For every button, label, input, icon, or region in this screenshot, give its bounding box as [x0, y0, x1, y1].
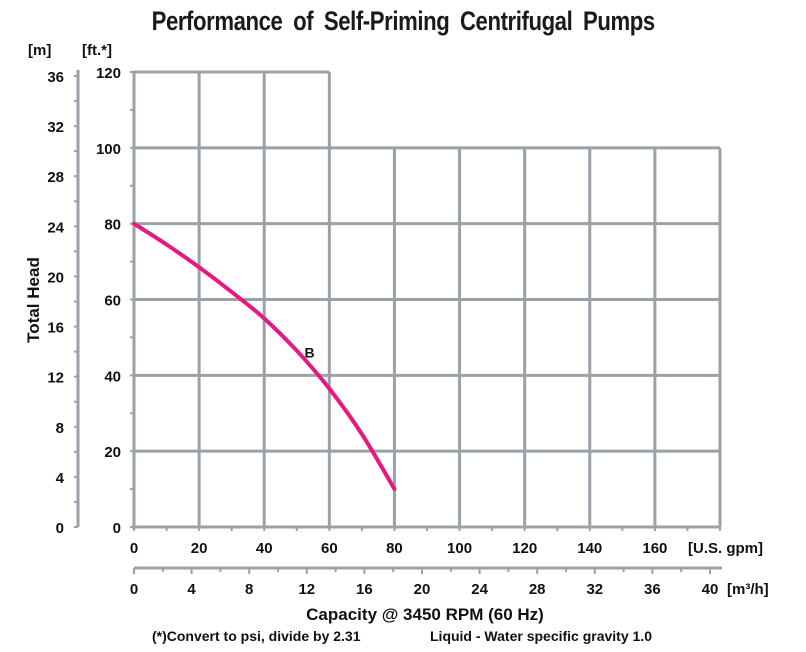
y-secondary-tick-label: 20 — [47, 269, 64, 286]
series-label-b: B — [305, 345, 315, 361]
x-secondary-tick-label: 24 — [471, 581, 488, 598]
chart-title: Performance of Self-Priming Centrifugal … — [151, 6, 656, 36]
y-secondary-tick-label: 4 — [56, 470, 65, 487]
series-layer — [132, 221, 397, 492]
y-primary-tick-label: 100 — [96, 141, 121, 158]
x-primary-tick-label: 0 — [130, 540, 138, 557]
x-secondary-tick-label: 20 — [414, 581, 431, 598]
x-secondary-tick-label: 28 — [529, 581, 546, 598]
x-secondary-tick-label: 0 — [130, 581, 138, 598]
y-axis-label: Total Head — [24, 257, 43, 343]
y-primary-tick-label: 60 — [104, 293, 121, 310]
y-primary-tick-label: 80 — [104, 217, 121, 234]
x-secondary-tick-label: 40 — [702, 581, 719, 598]
footnote-psi: (*)Convert to psi, divide by 2.31 — [152, 628, 361, 644]
x-primary-tick-label: 120 — [512, 540, 537, 557]
x-primary-tick-label: 160 — [642, 540, 667, 557]
x-primary-tick-label: 140 — [577, 540, 602, 557]
y-secondary-tick-label: 24 — [47, 219, 64, 236]
y-secondary-tick-label: 36 — [47, 69, 64, 86]
x-primary-tick-label: 80 — [386, 540, 403, 557]
y-secondary-tick-label: 12 — [47, 370, 64, 387]
y-primary-tick-label: 20 — [104, 444, 121, 461]
x-secondary-tick-label: 16 — [356, 581, 373, 598]
x-axis-label: Capacity @ 3450 RPM (60 Hz) — [306, 605, 544, 624]
y-secondary-tick-label: 32 — [47, 119, 64, 136]
x-secondary-tick-label: 36 — [644, 581, 661, 598]
y-secondary-tick-label: 8 — [56, 420, 64, 437]
y-primary-tick-label: 40 — [104, 368, 121, 385]
y-secondary-unit: [m] — [28, 42, 51, 59]
y-primary-unit: [ft.*] — [82, 42, 112, 59]
x-primary-tick-label: 20 — [191, 540, 208, 557]
x-secondary-unit: [m³/h] — [727, 581, 769, 598]
y-primary-tick-label: 0 — [113, 520, 121, 537]
x-primary-unit: [U.S. gpm] — [688, 540, 763, 557]
footnote-liquid: Liquid - Water specific gravity 1.0 — [430, 628, 652, 644]
x-primary-tick-label: 40 — [256, 540, 273, 557]
y-secondary-tick-label: 0 — [56, 520, 64, 537]
axes — [74, 70, 722, 574]
grid-lines — [134, 70, 722, 527]
x-secondary-tick-label: 32 — [586, 581, 603, 598]
x-primary-tick-label: 60 — [321, 540, 338, 557]
x-secondary-tick-label: 12 — [298, 581, 315, 598]
y-primary-tick-label: 120 — [96, 65, 121, 82]
x-primary-tick-label: 100 — [447, 540, 472, 557]
x-secondary-tick-label: 8 — [245, 581, 253, 598]
x-secondary-tick-label: 4 — [187, 581, 196, 598]
y-secondary-tick-label: 28 — [47, 169, 64, 186]
y-secondary-tick-label: 16 — [47, 320, 64, 337]
series-curve-b — [132, 221, 397, 492]
